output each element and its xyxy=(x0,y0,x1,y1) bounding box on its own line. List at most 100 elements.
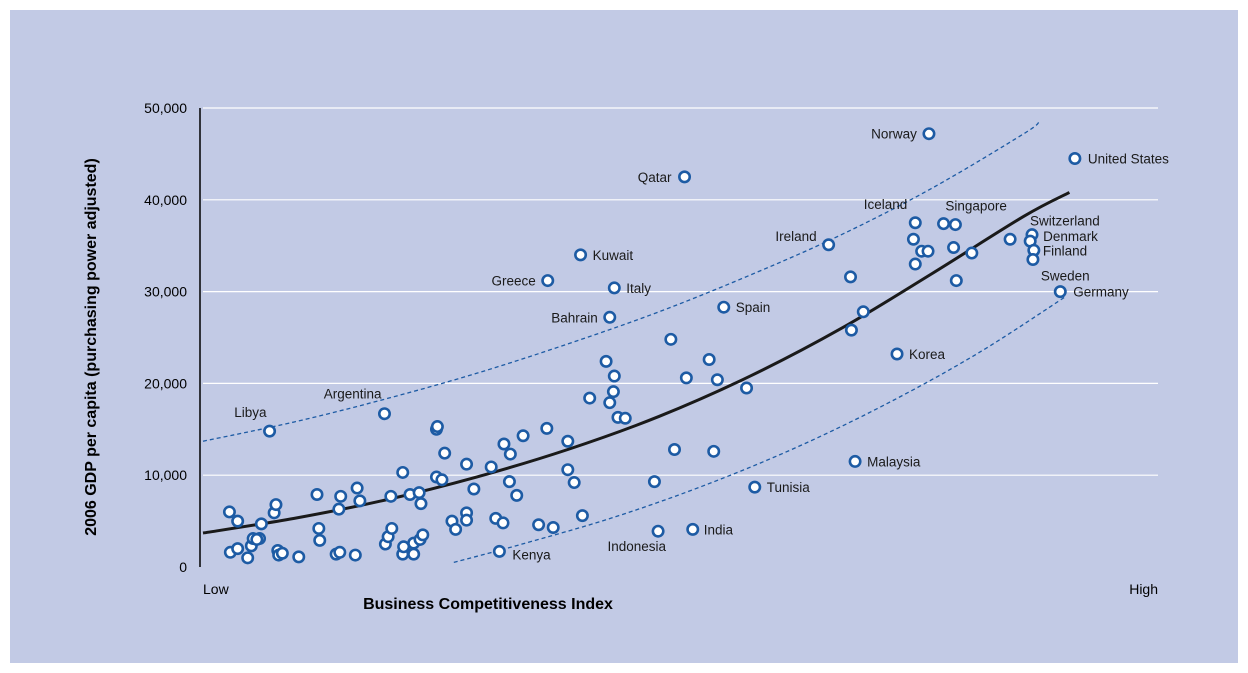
data-point-bahrain xyxy=(603,310,617,324)
data-point xyxy=(607,369,621,383)
point-label: Korea xyxy=(909,347,946,362)
data-point-libya xyxy=(263,424,277,438)
data-point-singapore xyxy=(948,218,962,232)
point-labels: Norway United States Qatar Iceland Singapore… xyxy=(234,127,1169,563)
data-point xyxy=(540,421,554,435)
data-point xyxy=(396,465,410,479)
data-point xyxy=(334,489,348,503)
data-point xyxy=(516,429,530,443)
data-point xyxy=(937,217,951,231)
point-label: Libya xyxy=(234,405,267,420)
point-label: Germany xyxy=(1073,285,1129,300)
data-point xyxy=(416,528,430,542)
data-point xyxy=(606,385,620,399)
point-label: Ireland xyxy=(775,229,816,244)
point-label: United States xyxy=(1088,151,1169,166)
y-tick-label: 0 xyxy=(179,559,187,575)
data-point xyxy=(702,353,716,367)
dashed-bands xyxy=(202,121,1066,564)
data-point-qatar xyxy=(678,170,692,184)
data-point xyxy=(947,241,961,255)
data-point xyxy=(603,396,617,410)
data-point xyxy=(496,516,510,530)
data-point xyxy=(647,475,661,489)
data-point xyxy=(353,494,367,508)
point-label: Kenya xyxy=(512,547,551,562)
data-point xyxy=(313,533,327,547)
data-point xyxy=(502,475,516,489)
data-point xyxy=(965,246,979,260)
data-point-norway xyxy=(922,127,936,141)
point-label: Denmark xyxy=(1043,229,1098,244)
data-point-india xyxy=(686,522,700,536)
data-point xyxy=(856,305,870,319)
data-point xyxy=(546,521,560,535)
point-label: Italy xyxy=(626,281,651,296)
point-label: Malaysia xyxy=(867,454,921,469)
data-point xyxy=(430,420,444,434)
data-point xyxy=(532,518,546,532)
data-point xyxy=(275,546,289,560)
data-point xyxy=(231,542,245,556)
data-point xyxy=(618,411,632,425)
y-tick-label: 30,000 xyxy=(144,284,187,300)
point-label: Finland xyxy=(1043,243,1087,258)
data-point xyxy=(664,332,678,346)
data-point xyxy=(292,550,306,564)
x-tick-labels: Low High xyxy=(203,581,1158,597)
data-point xyxy=(241,551,255,565)
data-point xyxy=(740,381,754,395)
data-point-germany xyxy=(1053,285,1067,299)
point-label: Tunisia xyxy=(767,480,811,495)
chart-background xyxy=(10,10,1238,663)
data-point-sweden xyxy=(1026,252,1040,266)
data-point xyxy=(254,517,268,531)
lower-band-line xyxy=(453,296,1066,564)
data-point xyxy=(460,513,474,527)
chart-panel: 0 10,000 20,000 30,000 40,000 50,000 Low High … xyxy=(10,10,1238,663)
data-point xyxy=(250,532,264,546)
data-point xyxy=(385,521,399,535)
data-point xyxy=(348,548,362,562)
data-point-indonesia xyxy=(651,524,665,538)
data-point-argentina xyxy=(377,407,391,421)
data-point xyxy=(575,509,589,523)
data-point xyxy=(350,481,364,495)
y-tick-label: 40,000 xyxy=(144,192,187,208)
point-label: Spain xyxy=(736,300,771,315)
point-label: Kuwait xyxy=(593,248,634,263)
data-point xyxy=(561,463,575,477)
point-label: India xyxy=(704,522,734,537)
data-point-korea xyxy=(890,347,904,361)
data-point xyxy=(460,457,474,471)
data-point xyxy=(707,444,721,458)
gridlines xyxy=(203,107,1158,476)
data-point-spain xyxy=(717,300,731,314)
data-point xyxy=(312,521,326,535)
data-point xyxy=(269,498,283,512)
data-point xyxy=(414,497,428,511)
y-tick-labels: 0 10,000 20,000 30,000 40,000 50,000 xyxy=(144,100,187,575)
data-point xyxy=(449,522,463,536)
data-point xyxy=(1003,232,1017,246)
data-point-ireland xyxy=(822,238,836,252)
point-label: Singapore xyxy=(945,199,1007,214)
data-point xyxy=(599,354,613,368)
data-point-kenya xyxy=(492,544,506,558)
point-label: Argentina xyxy=(324,387,382,402)
data-point-italy xyxy=(607,281,621,295)
data-point xyxy=(949,274,963,288)
data-point xyxy=(921,244,935,258)
x-axis-title: Business Competitiveness Index xyxy=(363,596,613,613)
data-point xyxy=(407,547,421,561)
data-point xyxy=(908,257,922,271)
data-point xyxy=(222,505,236,519)
y-axis-title: 2006 GDP per capita (purchasing power ad… xyxy=(83,158,100,536)
point-label: Sweden xyxy=(1041,268,1090,283)
point-label: Norway xyxy=(871,127,917,142)
point-label: Greece xyxy=(491,274,535,289)
data-point xyxy=(679,371,693,385)
data-point-iceland xyxy=(908,216,922,230)
data-point xyxy=(467,482,481,496)
data-point xyxy=(435,473,449,487)
